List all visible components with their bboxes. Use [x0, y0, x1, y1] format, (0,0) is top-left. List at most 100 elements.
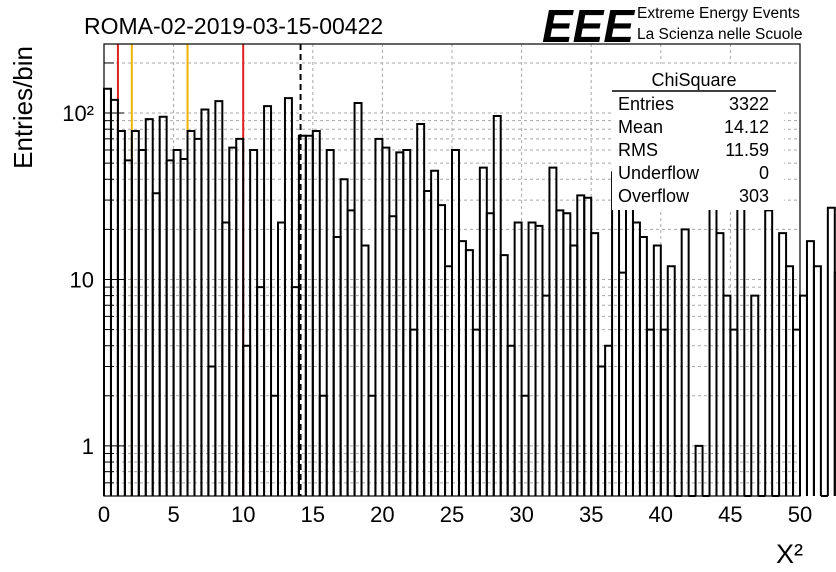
- histogram-bin: [151, 192, 161, 496]
- histogram-bin: [792, 328, 801, 496]
- x-axis-ticks: 0 5 10 15 20 25 30 35 40 45 50: [98, 482, 812, 527]
- x-tick-label: 40: [649, 502, 673, 527]
- histogram-bin: [172, 148, 182, 496]
- histogram-bin: [221, 221, 231, 496]
- histogram-bin: [471, 328, 481, 496]
- histogram-bin: [750, 294, 760, 496]
- histogram-bin: [534, 224, 544, 496]
- stats-title: ChiSquare: [651, 70, 736, 90]
- histogram-bin: [729, 328, 739, 496]
- histogram-bin: [666, 265, 676, 496]
- histogram-bin: [430, 169, 440, 496]
- histogram-bin: [694, 444, 704, 496]
- histogram-bin: [583, 196, 593, 496]
- histogram-bin: [256, 286, 266, 496]
- stats-box: ChiSquare Entries 3322 Mean 14.12 RMS 11.59 Un…: [612, 64, 784, 210]
- histogram-bin: [242, 344, 252, 496]
- histogram-bin: [597, 365, 607, 496]
- histogram-bin: [109, 98, 119, 496]
- histogram-bin: [207, 365, 217, 496]
- histogram-bin: [388, 215, 398, 496]
- histogram-bars: [103, 87, 836, 497]
- histogram-bin: [339, 178, 349, 496]
- histogram-bin: [290, 286, 300, 496]
- stats-rows: Entries 3322 Mean 14.12 RMS 11.59 Underflow 0 Ov…: [618, 94, 769, 206]
- histogram-bin: [200, 108, 210, 496]
- x-tick-label: 25: [440, 502, 464, 527]
- histogram-bin: [569, 244, 579, 496]
- histogram-bin: [235, 137, 245, 496]
- histogram-bin: [764, 209, 774, 496]
- histogram-bin: [158, 115, 168, 496]
- x-tick-label: 45: [718, 502, 742, 527]
- y-tick-label: 10: [70, 267, 94, 292]
- chart-title: ROMA-02-2019-03-15-00422: [84, 13, 383, 39]
- x-tick-label: 10: [231, 502, 255, 527]
- histogram-bin: [186, 130, 196, 496]
- stats-row-value: 11.59: [725, 140, 769, 160]
- stats-row-value: 303: [739, 186, 769, 206]
- x-tick-label: 5: [167, 502, 179, 527]
- stats-row-label: Overflow: [618, 186, 690, 206]
- stats-row-value: 0: [759, 163, 769, 183]
- x-tick-label: 35: [579, 502, 603, 527]
- histogram-bin: [130, 130, 140, 496]
- x-tick-label: 0: [98, 502, 110, 527]
- eee-logo-line2: La Scienza nelle Scuole: [637, 26, 802, 43]
- stats-row-value: 14.12: [724, 117, 769, 137]
- histogram-bin: [325, 148, 335, 496]
- histogram-bin: [778, 232, 788, 496]
- histogram-bin: [604, 344, 614, 496]
- y-tick-label: 10²: [62, 101, 94, 126]
- histogram-bin: [478, 166, 488, 496]
- histogram-bin: [360, 244, 370, 496]
- histogram-bin: [715, 232, 725, 496]
- histogram-bin: [590, 232, 600, 496]
- stats-row-label: Underflow: [618, 163, 700, 183]
- eee-logo-mark: EEE: [542, 0, 635, 52]
- histogram-bin: [137, 148, 147, 496]
- histogram-bin: [311, 130, 321, 496]
- histogram-bin: [263, 105, 273, 496]
- histogram-bin: [826, 206, 836, 496]
- histogram-bin: [409, 328, 419, 496]
- histogram-bin: [116, 130, 126, 496]
- histogram-bin: [283, 97, 293, 496]
- stats-row-value: 3322: [729, 94, 769, 114]
- histogram-bin: [631, 221, 641, 496]
- x-tick-label: 30: [509, 502, 533, 527]
- histogram-bin: [812, 265, 822, 496]
- histogram-bin: [144, 118, 154, 496]
- histogram-bin: [625, 178, 634, 496]
- histogram-bin: [611, 171, 621, 496]
- histogram-bin: [451, 148, 460, 496]
- histogram-bin: [374, 137, 384, 496]
- eee-logo: EEE Extreme Energy Events La Scienza nel…: [542, 0, 802, 52]
- histogram-bin: [277, 221, 286, 496]
- histogram-bin: [423, 190, 433, 496]
- histogram-bin: [437, 204, 447, 496]
- histogram-bin: [214, 100, 224, 496]
- stats-row-label: Mean: [618, 117, 663, 137]
- eee-logo-line1: Extreme Energy Events: [637, 5, 800, 22]
- histogram-bin: [680, 228, 690, 496]
- histogram-bin: [833, 271, 836, 496]
- histogram-bin: [799, 294, 808, 496]
- histogram-bin: [659, 328, 669, 496]
- histogram-bin: [402, 148, 412, 496]
- histogram-bin: [736, 165, 746, 496]
- x-tick-label: 50: [788, 502, 812, 527]
- x-tick-label: 20: [370, 502, 394, 527]
- y-axis-label: Entries/bin: [8, 46, 38, 169]
- x-tick-label: 15: [301, 502, 325, 527]
- histogram-bin: [513, 221, 523, 496]
- histogram-bin: [193, 137, 203, 496]
- histogram-bin: [527, 221, 537, 496]
- y-axis-ticks: 1 10 10²: [62, 62, 124, 484]
- histogram-bin: [652, 244, 662, 496]
- histogram-bin: [353, 101, 363, 496]
- histogram-bin: [492, 115, 502, 496]
- stats-row-label: Entries: [618, 94, 674, 114]
- stats-box-background: [612, 64, 784, 210]
